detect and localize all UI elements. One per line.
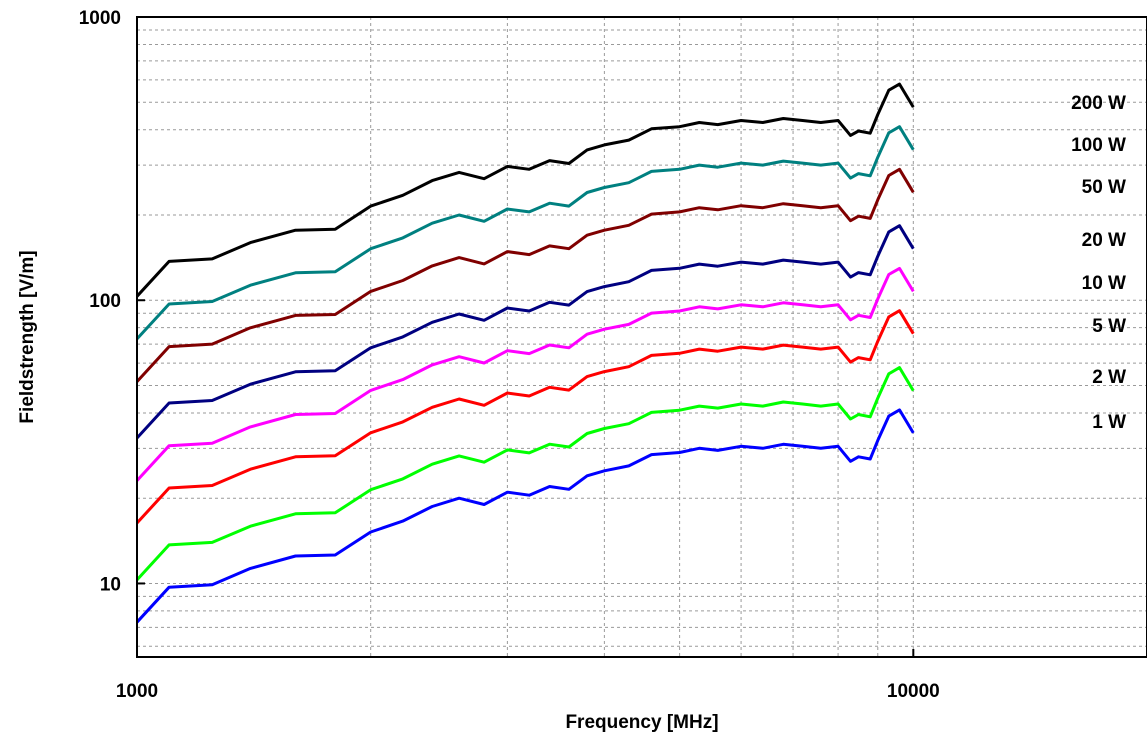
plot-frame: [136, 16, 1147, 658]
series-line: [135, 125, 915, 340]
series-label: 200 W: [1071, 93, 1126, 114]
y-tick-label: 10: [100, 574, 121, 595]
series-line: [135, 366, 915, 581]
series-label: 1 W: [1092, 412, 1126, 433]
x-tick-label: 10000: [887, 681, 940, 702]
series-label: 100 W: [1071, 135, 1126, 156]
y-axis-label: Fieldstrength [V/m]: [17, 250, 38, 423]
series-label: 50 W: [1082, 177, 1126, 198]
series-line: [135, 266, 915, 482]
x-axis-label: Frequency [MHz]: [565, 712, 718, 733]
y-tick-label: 1000: [79, 8, 121, 29]
series-labels: 200 W 100 W 50 W 20 W 10 W 5 W 2 W 1 W: [1071, 93, 1126, 433]
axis-ticks: 1000 10000 10 100 1000: [79, 8, 940, 702]
series-line: [135, 408, 915, 624]
series-line: [135, 309, 915, 525]
y-tick-label: 100: [89, 291, 121, 312]
series-label: 5 W: [1092, 316, 1126, 337]
x-tick-label: 1000: [116, 681, 158, 702]
series-label: 10 W: [1082, 273, 1126, 294]
series-label: 2 W: [1092, 367, 1126, 388]
grid: [137, 17, 1147, 657]
series-line: [135, 167, 915, 383]
series-label: 20 W: [1082, 230, 1126, 251]
series-line: [135, 82, 915, 298]
series-line: [135, 224, 915, 440]
series-lines: [135, 82, 915, 624]
